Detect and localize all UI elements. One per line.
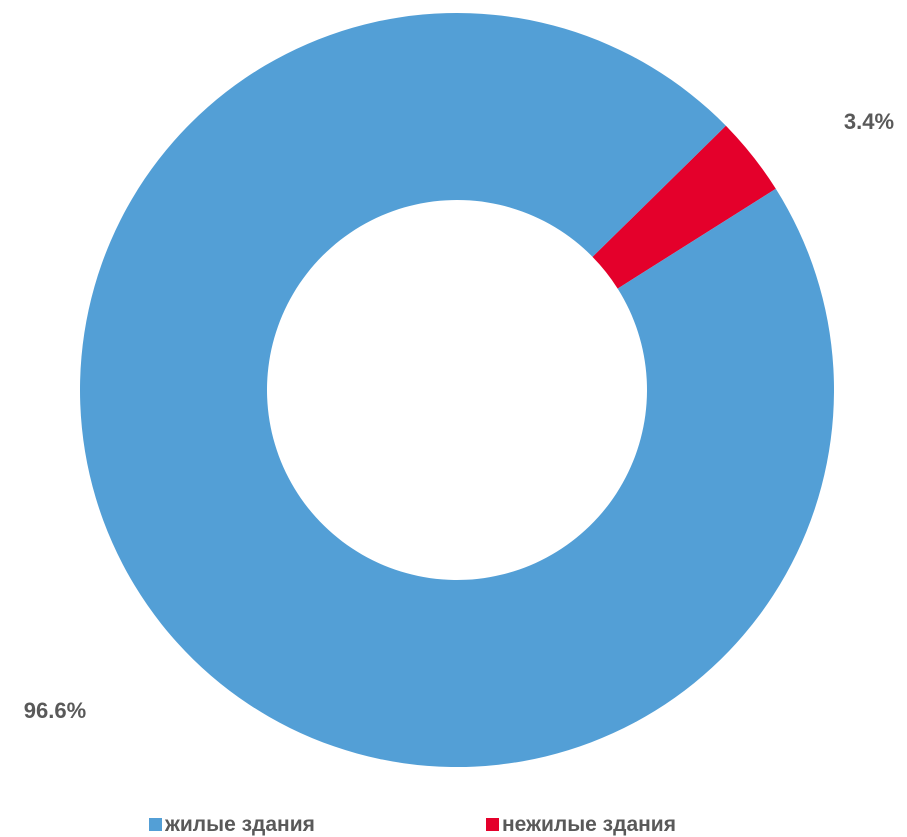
slice-nonresidential xyxy=(592,125,776,289)
donut-chart: 96.6% 3.4% xyxy=(24,13,894,767)
donut-slices xyxy=(79,13,835,767)
slice-residential xyxy=(79,13,835,767)
data-label-residential: 96.6% xyxy=(24,698,86,723)
legend-item-residential: жилые здания xyxy=(149,812,315,837)
data-labels: 96.6% 3.4% xyxy=(24,109,894,723)
chart-legend: жилые здания нежилые здания xyxy=(0,812,907,837)
data-label-nonresidential: 3.4% xyxy=(844,109,894,134)
legend-item-nonresidential: нежилые здания xyxy=(486,812,676,837)
legend-label-nonresidential: нежилые здания xyxy=(502,812,676,836)
legend-swatch-residential xyxy=(149,818,162,831)
legend-label-residential: жилые здания xyxy=(165,812,315,836)
legend-swatch-nonresidential xyxy=(486,818,499,831)
